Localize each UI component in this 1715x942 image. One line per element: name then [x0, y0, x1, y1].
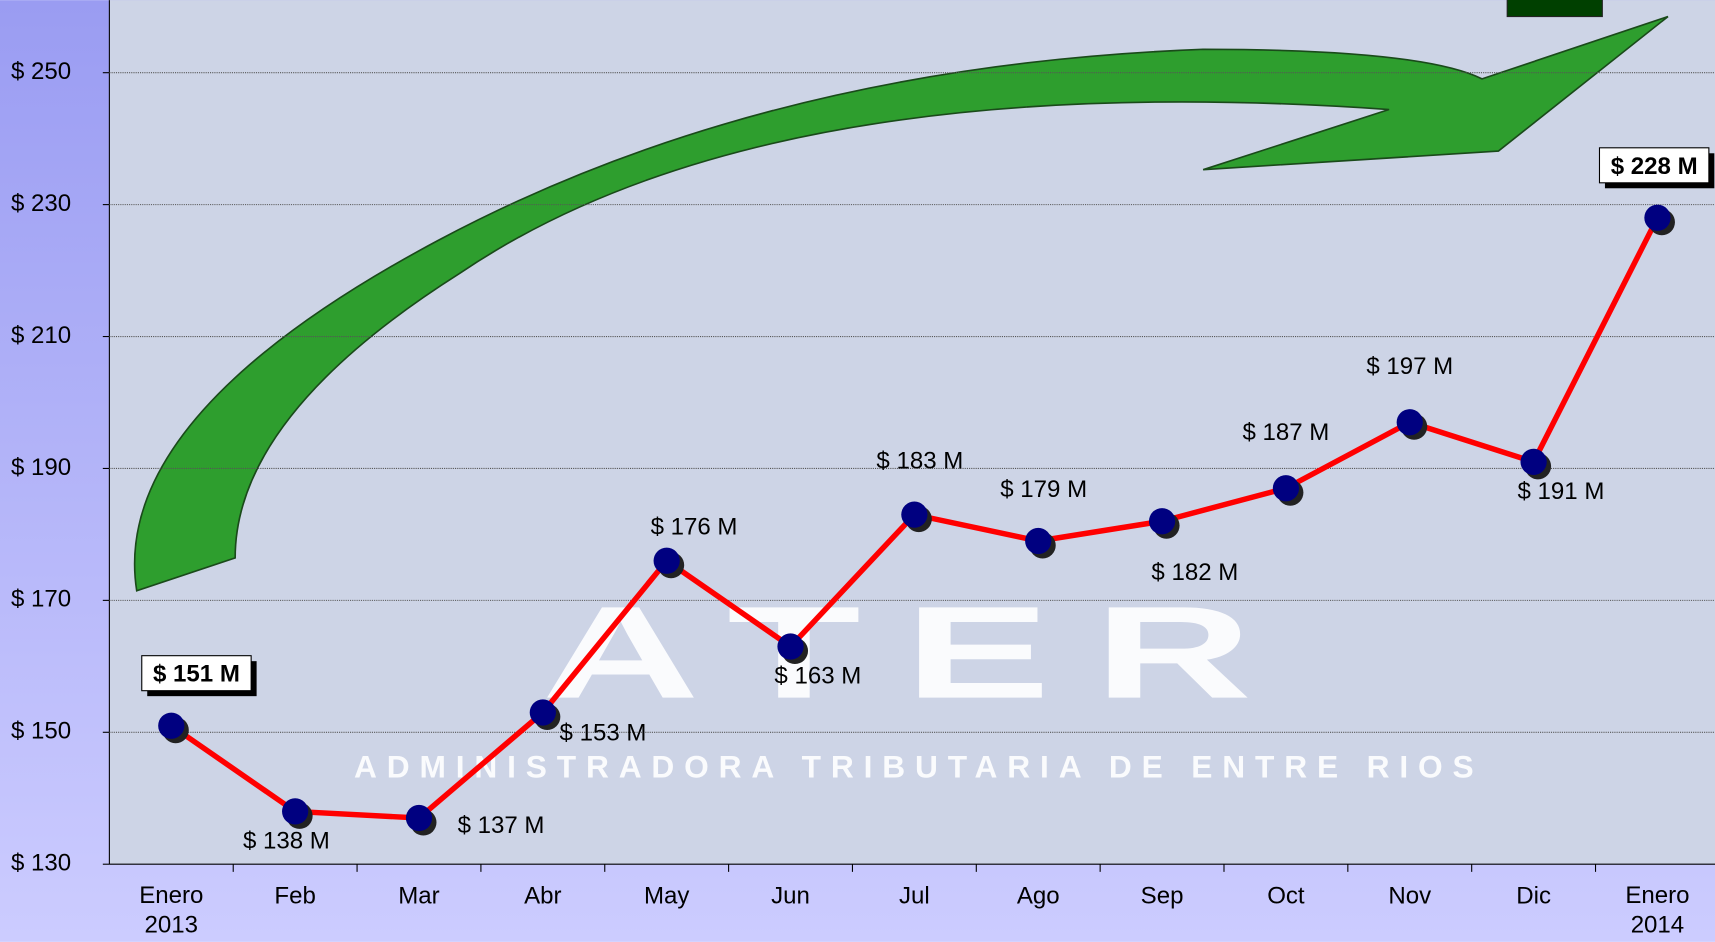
- y-tick-label: $ 170: [11, 586, 71, 613]
- chart: ATER ADMINISTRADORA TRIBUTARIA DE ENTRE …: [0, 0, 1715, 942]
- x-tick-label: Dic: [1516, 882, 1551, 909]
- value-label: $ 151 M: [153, 661, 240, 688]
- watermark-subtitle: ADMINISTRADORA TRIBUTARIA DE ENTRE RIOS: [354, 748, 1484, 784]
- marker: [406, 805, 432, 831]
- x-tick-label: Feb: [274, 882, 315, 909]
- x-tick-label: Nov: [1388, 882, 1431, 909]
- x-tick-label: May: [644, 882, 689, 909]
- y-tick-label: $ 190: [11, 454, 71, 481]
- marker: [1273, 475, 1299, 501]
- x-tick-label: Sep: [1141, 882, 1184, 909]
- value-label: $ 137 M: [458, 812, 545, 839]
- value-label: $ 228 M: [1611, 153, 1698, 180]
- marker: [1644, 205, 1670, 231]
- y-tick-label: $ 150: [11, 718, 71, 745]
- marker: [530, 699, 556, 725]
- x-tick-label: Jul: [899, 882, 930, 909]
- watermark-logo: ATER: [542, 580, 1296, 726]
- value-label: $ 163 M: [774, 663, 861, 690]
- marker: [1149, 508, 1175, 534]
- y-tick-label: $ 130: [11, 850, 71, 877]
- value-label: $ 197 M: [1366, 353, 1453, 380]
- x-tick-label: Ago: [1017, 882, 1060, 909]
- value-label: $ 191 M: [1518, 478, 1605, 505]
- marker: [777, 633, 803, 659]
- marker: [1520, 449, 1546, 475]
- x-tick-label: Oct: [1267, 882, 1305, 909]
- value-label: $ 153 M: [560, 720, 647, 747]
- y-tick-label: $ 230: [11, 190, 71, 217]
- marker: [901, 501, 927, 527]
- value-label: $ 182 M: [1151, 559, 1238, 586]
- x-tick-label: Jun: [771, 882, 810, 909]
- x-tick-label: Mar: [398, 882, 439, 909]
- value-label: $ 179 M: [1000, 476, 1087, 503]
- value-label: $ 176 M: [651, 513, 738, 540]
- value-label: $ 138 M: [243, 827, 330, 854]
- marker: [282, 798, 308, 824]
- marker: [1025, 528, 1051, 554]
- value-label: $ 187 M: [1242, 419, 1329, 446]
- marker: [1397, 409, 1423, 435]
- value-label: $ 183 M: [876, 447, 963, 474]
- marker: [158, 713, 184, 739]
- y-tick-label: $ 250: [11, 58, 71, 85]
- marker: [654, 548, 680, 574]
- corner-box: [1507, 0, 1602, 17]
- x-tick-label: Abr: [524, 882, 561, 909]
- y-tick-label: $ 210: [11, 322, 71, 349]
